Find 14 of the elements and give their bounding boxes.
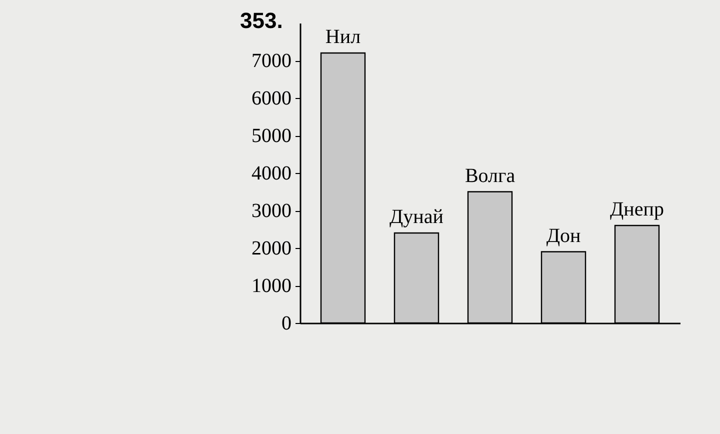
y-tick-label: 4000 <box>252 162 292 184</box>
y-tick-label: 7000 <box>252 50 292 72</box>
x-tick-label: Дунай <box>390 206 444 228</box>
y-tick-label: 6000 <box>252 88 292 110</box>
y-tick-label: 0 <box>282 312 292 334</box>
y-tick-label: 5000 <box>252 125 292 147</box>
x-tick-label: Волга <box>464 164 516 187</box>
x-tick-label: Дон <box>546 224 581 247</box>
chart-title: 353. <box>240 8 283 33</box>
y-tick-label: 2000 <box>252 238 292 260</box>
y-tick-label: 1000 <box>252 275 292 297</box>
y-tick-label: 3000 <box>252 200 292 222</box>
x-tick-label: Днепр <box>610 198 664 220</box>
x-tick-label: Нил <box>325 26 361 48</box>
